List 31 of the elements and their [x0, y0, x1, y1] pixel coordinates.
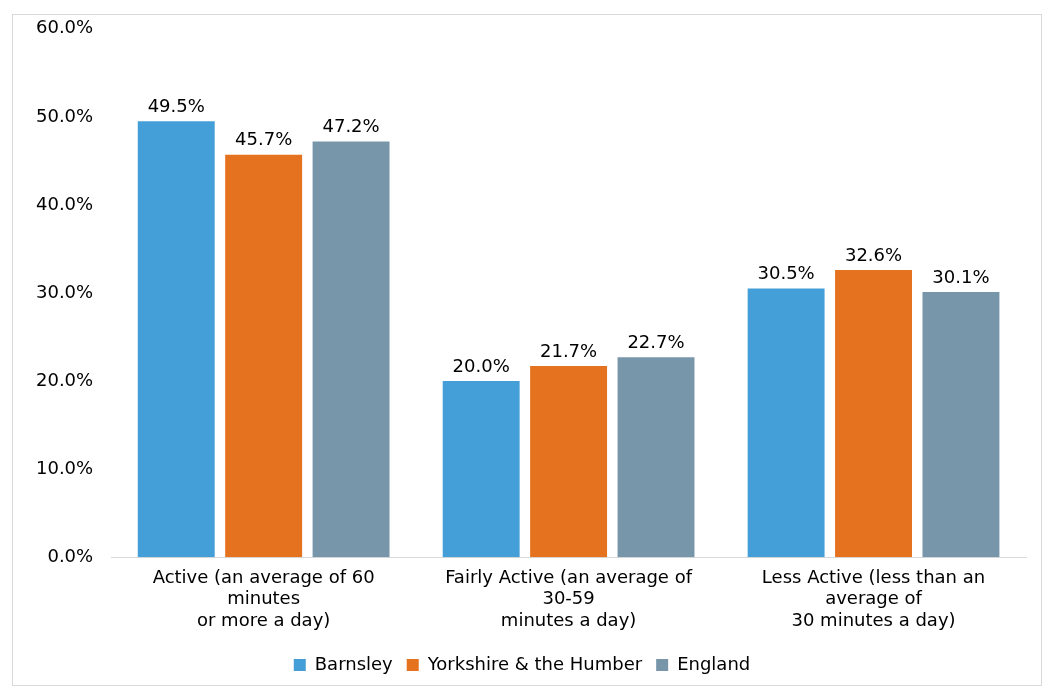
data-label: 47.2% [322, 115, 380, 137]
y-tick-label: 0.0% [47, 544, 94, 566]
x-tick-label: Active (an average of 60 minutes or more a day) [152, 565, 375, 630]
data-label: 22.7% [627, 330, 685, 352]
bar [312, 141, 390, 558]
legend-label: Yorkshire & the Humber [426, 652, 643, 674]
bar [137, 121, 215, 558]
bar [225, 154, 303, 558]
data-label: 30.1% [932, 265, 990, 287]
data-label: 49.5% [147, 94, 205, 116]
x-tick-label: Fairly Active (an average of 30-59 minutes a day) [445, 565, 693, 630]
data-label: 20.0% [452, 354, 510, 376]
y-tick-label: 10.0% [35, 456, 94, 478]
data-label: 32.6% [844, 243, 903, 265]
bar [442, 381, 520, 558]
data-label: 21.7% [540, 339, 598, 361]
bar [835, 270, 912, 558]
x-tick-label: Less Active (less than an average of 30 minutes a day) [761, 565, 986, 630]
data-label: 30.5% [757, 262, 815, 284]
legend-label: England [677, 652, 751, 674]
bar [530, 366, 608, 558]
bar [922, 292, 1000, 558]
y-tick-label: 60.0% [35, 16, 94, 38]
y-tick-label: 30.0% [35, 280, 94, 302]
y-tick-label: 20.0% [35, 368, 94, 390]
y-tick-label: 40.0% [35, 192, 94, 214]
y-tick-label: 50.0% [35, 104, 94, 126]
data-label: 45.7% [235, 128, 293, 150]
bar [617, 357, 695, 558]
legend-label: Barnsley [314, 652, 394, 674]
bar [747, 288, 825, 558]
